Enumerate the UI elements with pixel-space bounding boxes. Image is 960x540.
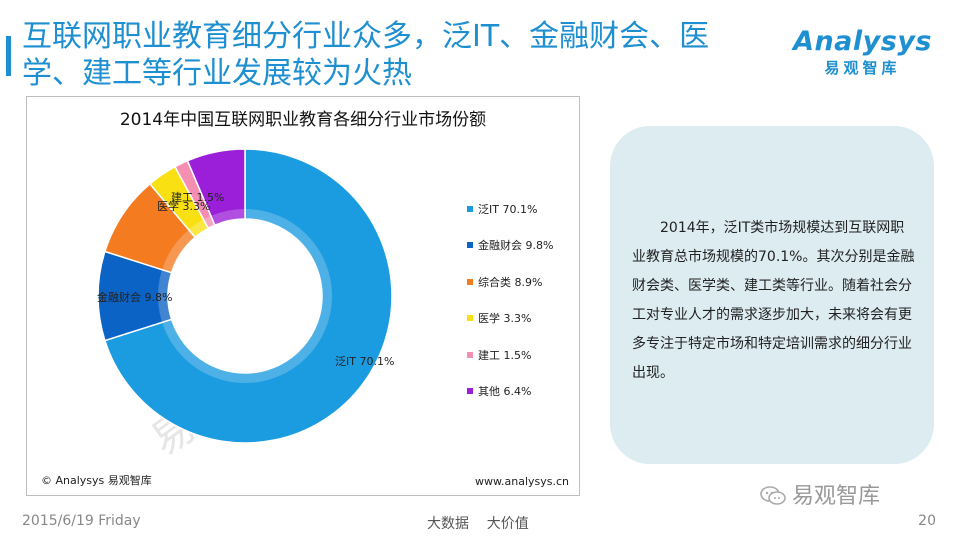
donut-hole: [168, 219, 322, 373]
slide-title-line1: 互联网职业教育细分行业众多，泛IT、金融财会、医: [22, 19, 710, 54]
note-text: 2014年，泛IT类市场规模达到互联网职业教育总市场规模的70.1%。其次分别是…: [632, 220, 915, 381]
legend-swatch-0: [467, 206, 473, 212]
footer-date: 2015/6/19 Friday: [22, 513, 141, 529]
brand-subtitle: 易观智库: [824, 59, 901, 77]
legend-item-5: 其他 6.4%: [467, 383, 531, 399]
page-number: 20: [918, 513, 936, 529]
legend-label-3: 医学 3.3%: [478, 312, 532, 326]
wechat-label: 易观智库: [792, 484, 881, 509]
slide-title-line2: 学、建工等行业发展较为火热: [22, 56, 412, 91]
wechat-watermark: 易观智库: [760, 478, 880, 510]
legend-label-0: 泛IT 70.1%: [478, 203, 538, 216]
legend-swatch-3: [467, 315, 473, 322]
legend-swatch-1: [467, 242, 473, 249]
legend-swatch-4: [467, 351, 473, 358]
data-label-1: 金融财会 9.8%: [97, 290, 172, 304]
legend-label-1: 金融财会 9.8%: [478, 239, 554, 253]
legend-item-0: 泛IT 70.1%: [467, 201, 537, 217]
data-label-2: 医学 3.3%: [157, 199, 210, 213]
chart-title: 2014年中国互联网职业教育各细分行业市场份额: [119, 110, 487, 130]
chart-source-left: © Analysys 易观智库: [41, 474, 152, 487]
chart-source-right: www.analysys.cn: [475, 475, 569, 488]
donut-chart: 泛IT 70.1% 金融财会 9.8% 医学 3.3%建工 1.5%: [97, 148, 394, 444]
legend-item-1: 金融财会 9.8%: [467, 237, 553, 253]
legend-item-2: 综合类 8.9%: [467, 274, 542, 290]
legend-label-2: 综合类 8.9%: [478, 275, 543, 289]
slide-title: 互联网职业教育细分行业众多，泛IT、金融财会、医 学、建工等行业发展较为火热: [22, 18, 782, 92]
title-accent-bar: [6, 36, 11, 76]
note-panel: 2014年，泛IT类市场规模达到互联网职业教育总市场规模的70.1%。其次分别是…: [610, 126, 934, 464]
legend-swatch-5: [467, 388, 473, 394]
legend-item-3: 医学 3.3%: [467, 310, 531, 326]
legend-swatch-2: [467, 278, 473, 285]
data-label-0: 泛IT 70.1%: [335, 355, 394, 368]
brand-logo: Analysys 易观智库: [793, 26, 932, 78]
brand-mark: Analysys: [793, 26, 932, 57]
data-label-3: 建工 1.5%: [171, 190, 224, 204]
legend-item-4: 建工 1.5%: [467, 347, 531, 363]
wechat-icon: [760, 486, 786, 505]
chart-panel: 2014年中国互联网职业教育各细分行业市场份额 易观智库 泛IT 70.1%金融…: [26, 96, 580, 496]
legend-label-5: 其他 6.4%: [478, 385, 532, 398]
legend-label-4: 建工 1.5%: [478, 348, 532, 362]
footer-slogan: 大数据 大价值: [427, 516, 529, 532]
